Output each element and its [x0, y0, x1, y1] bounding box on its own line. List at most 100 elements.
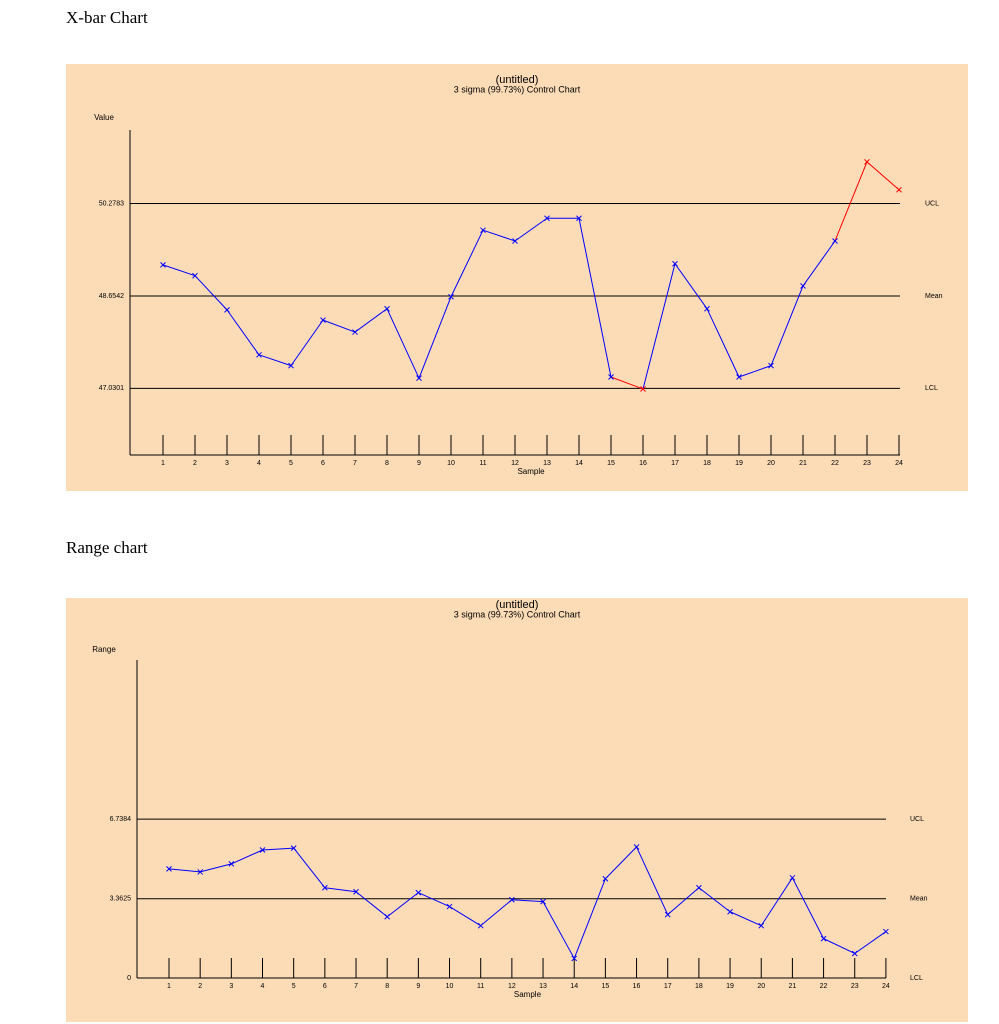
line-segment [168, 868, 201, 873]
x-tick-label: 21 [799, 460, 807, 467]
data-point [883, 928, 889, 935]
x-tick-label: 7 [353, 460, 357, 467]
line-segment [738, 365, 772, 378]
line-segment [866, 161, 900, 191]
data-point [446, 903, 453, 910]
x-tick-label: 4 [261, 983, 265, 990]
marker-stroke [820, 935, 827, 942]
data-point [480, 227, 486, 234]
x-axis-label: Sample [514, 990, 542, 999]
marker-stroke [540, 898, 546, 905]
marker-stroke [166, 866, 172, 872]
x-tick-label: 6 [323, 983, 327, 990]
line-segment [226, 309, 260, 356]
data-point [704, 305, 710, 312]
marker-stroke [509, 896, 515, 903]
marker-stroke [256, 351, 262, 358]
line-segment [636, 846, 669, 915]
marker-stroke [696, 884, 702, 891]
line-segment [698, 887, 731, 913]
x-tick-label: 1 [161, 460, 165, 467]
chart-subtitle: 3 sigma (99.73%) Control Chart [454, 609, 581, 619]
x-tick-label: 13 [543, 460, 551, 467]
line-segment [854, 931, 887, 954]
y-tick-label: 48.6542 [99, 293, 124, 300]
data-point [896, 186, 902, 193]
control-line-name: LCL [910, 975, 923, 982]
control-line-name: UCL [910, 816, 924, 823]
data-point [571, 955, 578, 962]
line-segment [258, 354, 292, 367]
marker-stroke [446, 903, 453, 910]
control-line-name: LCL [925, 385, 938, 392]
x-tick-label: 19 [726, 983, 734, 990]
marker-stroke [321, 884, 328, 891]
data-point [509, 896, 515, 903]
x-tick-label: 4 [257, 460, 261, 467]
line-segment [449, 906, 481, 927]
line-segment [354, 308, 388, 333]
marker-stroke [224, 307, 230, 313]
x-tick-label: 8 [385, 460, 389, 467]
marker-stroke [192, 272, 198, 279]
x-tick-label: 10 [447, 460, 455, 467]
x-tick-label: 16 [639, 460, 647, 467]
x-tick-label: 7 [354, 983, 358, 990]
data-point [758, 922, 765, 929]
x-tick-label: 3 [229, 983, 233, 990]
x-tick-label: 5 [289, 460, 293, 467]
data-point [544, 215, 550, 222]
line-segment [386, 892, 419, 918]
data-point [540, 898, 546, 905]
data-point [228, 861, 235, 867]
line-segment [355, 891, 388, 918]
line-segment [162, 264, 196, 277]
x-tick-label: 20 [757, 983, 765, 990]
line-segment [480, 899, 513, 927]
data-point [672, 260, 678, 267]
line-segment [194, 275, 228, 311]
y-tick-label: 0 [127, 975, 131, 982]
marker-stroke [664, 911, 671, 918]
marker-stroke [896, 186, 902, 193]
marker-stroke [480, 227, 486, 234]
data-point [259, 847, 266, 853]
data-point [352, 329, 358, 335]
x-tick-label: 15 [607, 460, 615, 467]
line-segment [324, 887, 357, 893]
data-point [353, 888, 359, 895]
line-segment [706, 308, 740, 378]
chart-subtitle: 3 sigma (99.73%) Control Chart [454, 84, 581, 94]
x-tick-label: 21 [789, 983, 797, 990]
x-tick-label: 24 [882, 983, 890, 990]
line-segment [231, 849, 263, 865]
data-point [576, 215, 582, 222]
x-tick-label: 3 [225, 460, 229, 467]
data-point [321, 884, 328, 891]
marker-stroke [384, 305, 390, 312]
marker-stroke [352, 329, 358, 335]
x-tick-label: 15 [601, 983, 609, 990]
data-point [166, 866, 172, 872]
section-heading: X-bar Chart [66, 8, 148, 27]
line-segment [542, 901, 575, 959]
marker-stroke [602, 875, 609, 882]
line-segment [450, 229, 484, 297]
line-segment [760, 877, 793, 926]
x-tick-label: 20 [767, 460, 775, 467]
marker-stroke [290, 845, 297, 851]
control-line-name: Mean [925, 293, 943, 300]
control-line-name: UCL [925, 200, 939, 207]
x-tick-label: 18 [695, 983, 703, 990]
data-point [832, 238, 838, 244]
marker-stroke [633, 844, 640, 850]
line-segment [770, 285, 804, 366]
marker-stroke [160, 262, 166, 268]
line-segment [322, 319, 356, 333]
marker-stroke [768, 362, 774, 369]
marker-stroke [477, 922, 484, 929]
line-segment [200, 863, 232, 873]
chart-title: (untitled) [496, 599, 539, 611]
marker-stroke [259, 847, 266, 853]
line-segment [511, 899, 544, 903]
